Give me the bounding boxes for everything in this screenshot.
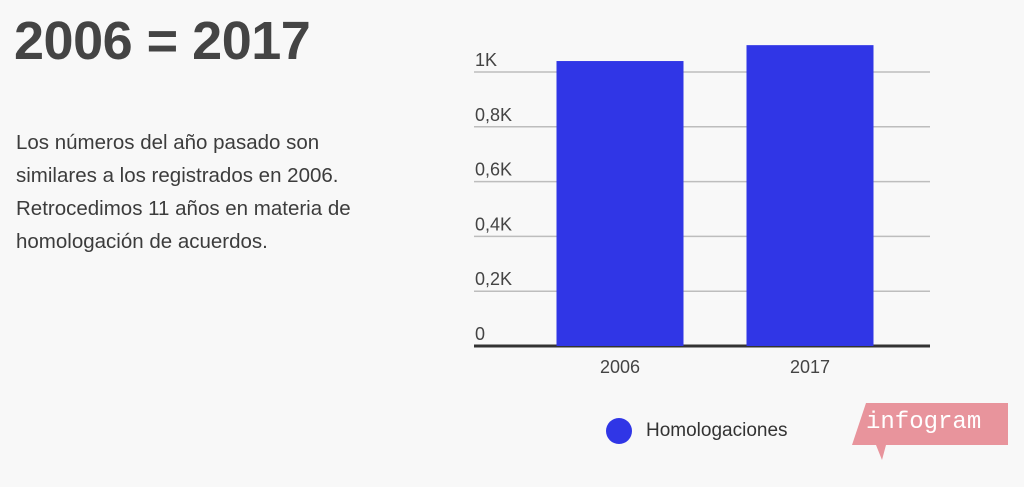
tick-labels: 0 0,2K 0,4K 0,6K 0,8K 1K 2006 2017 — [475, 50, 830, 377]
description-line: Retrocedimos 11 años en materia de — [16, 197, 351, 220]
infogram-logo[interactable] — [852, 403, 1008, 461]
description-text: Los números del año pasado son similares… — [16, 126, 416, 258]
legend[interactable]: Homologaciones — [606, 418, 788, 444]
y-tick-label: 1K — [475, 50, 497, 70]
legend-swatch — [606, 418, 632, 444]
y-tick-label: 0,2K — [475, 269, 512, 289]
bar-2017[interactable] — [746, 45, 874, 346]
x-tick-label: 2017 — [790, 357, 830, 377]
page-title: 2006 = 2017 — [14, 11, 311, 71]
y-tick-label: 0 — [475, 324, 485, 344]
description-line: homologación de acuerdos. — [16, 230, 268, 253]
x-tick-label: 2006 — [600, 357, 640, 377]
y-tick-label: 0,4K — [475, 214, 512, 234]
bar-2006[interactable] — [556, 61, 684, 346]
description-line: Los números del año pasado son — [16, 131, 320, 154]
legend-label-homologaciones: Homologaciones — [646, 420, 788, 441]
y-tick-label: 0,6K — [475, 160, 512, 180]
y-tick-label: 0,8K — [475, 105, 512, 125]
logo-text: infogram — [866, 409, 982, 436]
bars — [556, 45, 874, 346]
description-line: similares a los registrados en 2006. — [16, 164, 339, 187]
